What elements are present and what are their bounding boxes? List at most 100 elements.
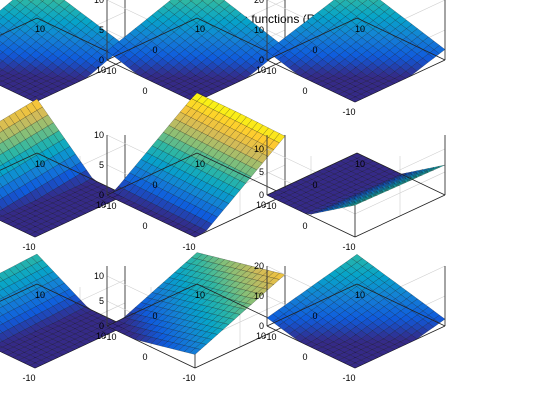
surface bbox=[106, 0, 286, 103]
axis-line bbox=[356, 152, 446, 196]
surface-patch bbox=[16, 0, 24, 3]
z-tick-label: 5 bbox=[259, 167, 264, 177]
surface-patch bbox=[106, 46, 119, 56]
surface-patch bbox=[0, 74, 3, 78]
y-tick-label: -10 bbox=[22, 373, 35, 383]
x-tick-label: -10 bbox=[263, 201, 276, 211]
z-tick-label: 0 bbox=[99, 321, 104, 331]
y-tick-label: -10 bbox=[182, 373, 195, 383]
x-tick-label: 10 bbox=[35, 290, 45, 300]
x-tick-label: 0 bbox=[152, 311, 157, 321]
surface bbox=[106, 92, 286, 238]
z-tick-label: 20 bbox=[254, 0, 264, 5]
surface bbox=[0, 253, 126, 369]
surface-patch bbox=[0, 329, 3, 334]
surface bbox=[266, 152, 446, 215]
axis-line bbox=[356, 17, 446, 61]
axis-line bbox=[36, 283, 126, 327]
surface-patch bbox=[28, 0, 34, 3]
axis-line bbox=[354, 194, 446, 238]
axis-line bbox=[266, 283, 358, 327]
surface-patch bbox=[266, 46, 279, 56]
x-tick-label: 10 bbox=[195, 24, 205, 34]
axis-line bbox=[194, 194, 286, 238]
y-tick-label: -10 bbox=[342, 107, 355, 117]
surface-patch bbox=[0, 171, 3, 178]
x-tick-label: 0 bbox=[152, 180, 157, 190]
surface-patch bbox=[0, 285, 4, 291]
y-tick-label: 10 bbox=[96, 331, 106, 341]
z-tick-label: 0 bbox=[99, 190, 104, 200]
z-tick-label: 20 bbox=[254, 261, 264, 271]
z-tick-label: 0 bbox=[259, 55, 264, 65]
x-tick-label: 10 bbox=[355, 24, 365, 34]
y-tick-label: -10 bbox=[22, 242, 35, 252]
y-tick-label: 0 bbox=[142, 221, 147, 231]
x-tick-label: 10 bbox=[35, 159, 45, 169]
axis-line bbox=[266, 152, 358, 196]
z-tick-label: 5 bbox=[99, 296, 104, 306]
axis-line bbox=[106, 17, 198, 61]
axis-line bbox=[0, 17, 38, 36]
surface-patch bbox=[0, 125, 4, 133]
y-tick-label: 10 bbox=[256, 200, 266, 210]
surface-patch bbox=[0, 58, 3, 64]
surface-patch bbox=[0, 50, 3, 55]
axis-line bbox=[356, 283, 446, 327]
surface-patch bbox=[0, 67, 3, 72]
y-tick-label: 0 bbox=[302, 221, 307, 231]
axis-line bbox=[0, 283, 38, 302]
y-tick-label: 0 bbox=[302, 352, 307, 362]
surface-patch bbox=[0, 182, 3, 189]
axis-line bbox=[106, 152, 198, 196]
axis-line bbox=[266, 17, 358, 61]
y-tick-label: 0 bbox=[142, 352, 147, 362]
x-tick-label: -10 bbox=[103, 201, 116, 211]
x-tick-label: 10 bbox=[35, 24, 45, 34]
z-tick-label: 10 bbox=[94, 271, 104, 281]
z-tick-label: 0 bbox=[259, 321, 264, 331]
axis-line bbox=[0, 152, 38, 171]
surface-patch bbox=[0, 345, 3, 349]
surface bbox=[0, 98, 126, 238]
surface bbox=[266, 254, 446, 369]
y-tick-label: 10 bbox=[256, 65, 266, 75]
y-tick-label: 10 bbox=[96, 200, 106, 210]
x-tick-label: 0 bbox=[312, 180, 317, 190]
surface-patch bbox=[0, 23, 4, 29]
surface-patch bbox=[0, 137, 4, 144]
x-tick-label: -10 bbox=[103, 66, 116, 76]
z-tick-label: 10 bbox=[254, 144, 264, 154]
surface-patch bbox=[0, 7, 10, 18]
surface-patch bbox=[0, 338, 3, 343]
surface-patch bbox=[0, 205, 3, 211]
surface-patch bbox=[0, 303, 4, 308]
surface-patch bbox=[189, 0, 193, 2]
z-tick-label: 5 bbox=[99, 160, 104, 170]
surface bbox=[106, 252, 286, 355]
x-tick-label: 10 bbox=[355, 290, 365, 300]
x-tick-label: 10 bbox=[195, 290, 205, 300]
z-tick-label: 10 bbox=[254, 291, 264, 301]
axis-line bbox=[36, 152, 126, 196]
surface-patch bbox=[0, 119, 10, 131]
z-tick-label: 0 bbox=[259, 190, 264, 200]
surface-patch bbox=[0, 160, 4, 167]
axis-line bbox=[194, 325, 286, 369]
surface-patch bbox=[0, 312, 3, 317]
y-tick-label: -10 bbox=[342, 373, 355, 383]
y-tick-label: 10 bbox=[96, 65, 106, 75]
surface-patch bbox=[0, 271, 10, 281]
x-tick-label: 10 bbox=[355, 159, 365, 169]
z-tick-label: 10 bbox=[94, 130, 104, 140]
surface-patch bbox=[0, 14, 4, 20]
surface-patch bbox=[0, 320, 3, 326]
surface-patch bbox=[40, 0, 45, 2]
